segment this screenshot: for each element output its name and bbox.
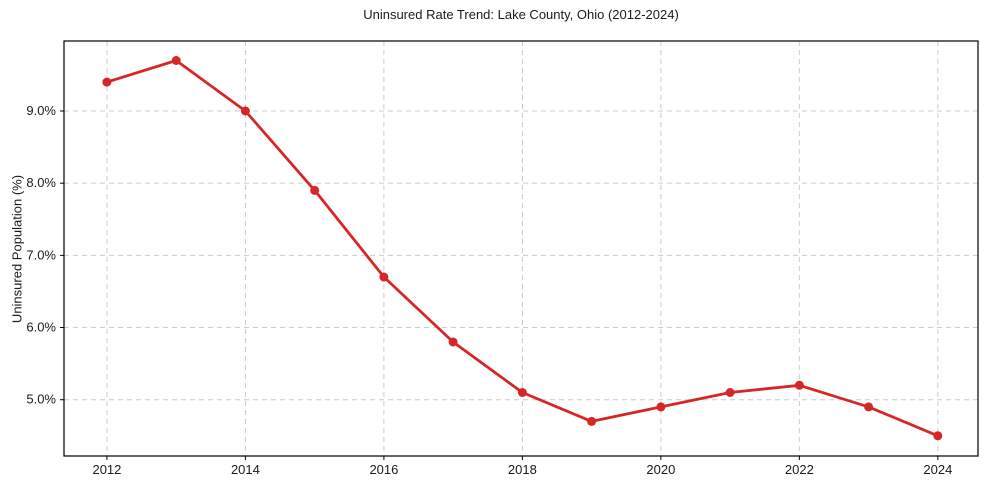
- x-tick-label: 2022: [785, 462, 814, 477]
- chart-title: Uninsured Rate Trend: Lake County, Ohio …: [363, 7, 679, 22]
- y-tick-label: 5.0%: [26, 392, 56, 407]
- data-point-marker: [587, 416, 597, 426]
- data-point-marker: [379, 272, 389, 282]
- y-tick-label: 6.0%: [26, 320, 56, 335]
- data-point-marker: [310, 185, 320, 195]
- data-point-marker: [725, 388, 735, 397]
- data-point-marker: [656, 402, 666, 412]
- data-point-marker: [448, 337, 458, 347]
- data-point-marker: [794, 380, 804, 390]
- y-tick-label: 7.0%: [26, 247, 56, 262]
- x-tick-label: 2018: [508, 462, 537, 477]
- data-point-marker: [171, 56, 181, 65]
- data-point-marker: [240, 106, 250, 116]
- data-point-marker: [517, 388, 527, 397]
- data-point-marker: [864, 402, 874, 412]
- x-tick-label: 2016: [369, 462, 398, 477]
- y-tick-label: 8.0%: [26, 175, 56, 190]
- x-tick-label: 2012: [92, 462, 121, 477]
- x-tick-label: 2014: [231, 462, 260, 477]
- plot-border: [63, 40, 979, 457]
- data-point-marker: [933, 431, 943, 441]
- x-tick-label: 2020: [646, 462, 675, 477]
- y-tick-label: 9.0%: [26, 103, 56, 118]
- data-point-marker: [102, 77, 112, 87]
- x-tick-label: 2024: [923, 462, 952, 477]
